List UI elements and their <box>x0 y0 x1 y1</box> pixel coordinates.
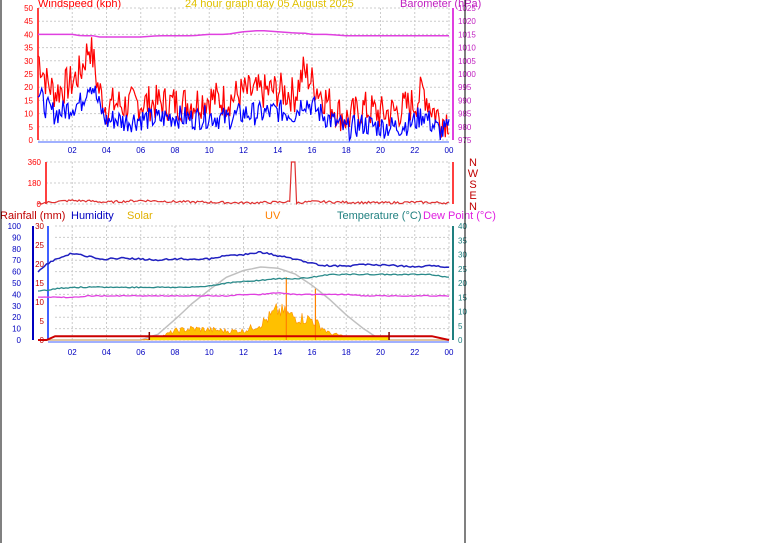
barometer-y-tick-label: 1005 <box>458 57 476 66</box>
humidity-y-tick-label: 30 <box>12 302 21 311</box>
temperature-y-tick-label: 35 <box>458 236 467 245</box>
dewpoint-line <box>38 292 450 299</box>
rain-y-tick-label: 25 <box>35 241 44 250</box>
compass-label: N <box>469 157 477 169</box>
wind-x-tick-label: 14 <box>273 146 282 155</box>
compass-label: S <box>469 179 476 191</box>
barometer-y-tick-label: 1025 <box>458 4 476 13</box>
barometer-y-tick-label: 1010 <box>458 44 476 53</box>
wind-barometer-panel: 0510152025303540455097598098599099510001… <box>24 4 476 155</box>
wind-y-tick-label: 45 <box>24 17 33 26</box>
windspeed-axis-title: Windspeed (kph) <box>38 0 122 10</box>
compass-label: N <box>469 201 477 213</box>
wind-gust-line <box>37 37 450 138</box>
wind-x-tick-label: 20 <box>376 146 385 155</box>
wind-y-tick-label: 25 <box>24 70 33 79</box>
humidity-line <box>37 251 450 273</box>
legend-dewpoint: Dew Point (°C) <box>423 210 496 222</box>
temperature-y-tick-label: 15 <box>458 293 467 302</box>
chart-title: 24 hour graph day 05 August 2025 <box>185 0 354 10</box>
solar-area <box>38 303 449 341</box>
wind-x-tick-label: 08 <box>171 146 180 155</box>
wind-y-tick-label: 35 <box>24 44 33 53</box>
rain-y-tick-label: 5 <box>40 317 45 326</box>
env-x-tick-label: 14 <box>273 348 282 357</box>
legend-humidity: Humidity <box>71 210 114 222</box>
wind-x-tick-label: 10 <box>205 146 214 155</box>
env-x-tick-label: 10 <box>205 348 214 357</box>
rain-y-tick-label: 15 <box>35 279 44 288</box>
env-x-tick-label: 18 <box>342 348 351 357</box>
wind-y-tick-label: 50 <box>24 4 33 13</box>
direction-y-tick-label: 0 <box>37 200 42 209</box>
wind-x-tick-label: 00 <box>445 146 454 155</box>
temperature-y-tick-label: 0 <box>458 336 463 345</box>
env-x-tick-label: 12 <box>239 348 248 357</box>
barometer-y-tick-label: 1020 <box>458 17 476 26</box>
wind-x-tick-label: 06 <box>136 146 145 155</box>
humidity-y-tick-label: 20 <box>12 313 21 322</box>
humidity-y-tick-label: 10 <box>12 325 21 334</box>
legend-solar: Solar <box>127 210 153 222</box>
temperature-y-tick-label: 40 <box>458 222 467 231</box>
temperature-line <box>37 273 449 292</box>
temperature-y-tick-label: 30 <box>458 251 467 260</box>
wind-y-tick-label: 20 <box>24 83 33 92</box>
env-x-tick-label: 22 <box>410 348 419 357</box>
env-x-tick-label: 16 <box>308 348 317 357</box>
wind-x-tick-label: 16 <box>308 146 317 155</box>
humidity-y-tick-label: 0 <box>17 336 22 345</box>
env-x-tick-label: 20 <box>376 348 385 357</box>
barometer-y-tick-label: 1000 <box>458 70 476 79</box>
wind-x-tick-label: 22 <box>410 146 419 155</box>
compass-label: E <box>469 190 476 202</box>
humidity-y-tick-label: 90 <box>12 233 21 242</box>
wind-x-tick-label: 04 <box>102 146 111 155</box>
rain-y-tick-label: 20 <box>35 260 44 269</box>
rainfall-line <box>38 335 450 341</box>
env-x-tick-label: 08 <box>171 348 180 357</box>
wind-y-tick-label: 5 <box>29 123 34 132</box>
barometer-y-tick-label: 1015 <box>458 30 476 39</box>
temperature-y-tick-label: 5 <box>458 322 463 331</box>
env-x-tick-label: 02 <box>68 348 77 357</box>
wind-x-tick-label: 12 <box>239 146 248 155</box>
wind-avg-line <box>37 85 450 143</box>
temperature-y-tick-label: 25 <box>458 265 467 274</box>
humidity-y-tick-label: 60 <box>12 268 21 277</box>
temperature-y-tick-label: 10 <box>458 308 467 317</box>
humidity-y-tick-label: 100 <box>8 222 22 231</box>
wind-y-tick-label: 40 <box>24 30 33 39</box>
wind-direction-line <box>37 161 450 206</box>
legend-rainfall: Rainfall (mm) <box>0 210 66 222</box>
direction-y-tick-label: 360 <box>28 158 42 167</box>
temperature-y-tick-label: 20 <box>458 279 467 288</box>
rain-y-tick-label: 30 <box>35 222 44 231</box>
env-x-tick-label: 04 <box>102 348 111 357</box>
humidity-y-tick-label: 40 <box>12 290 21 299</box>
solar-base-band <box>149 336 390 340</box>
barometer-line <box>38 29 449 38</box>
legend-uv: UV <box>265 210 281 222</box>
humidity-y-tick-label: 80 <box>12 245 21 254</box>
environment-panel: 0 10 20 30 40 50 60 70 80 90 10 00 5 10 15 20 25 30 0 5 10 15… <box>8 222 468 357</box>
wind-y-tick-label: 10 <box>24 110 33 119</box>
wind-y-tick-label: 15 <box>24 96 33 105</box>
direction-y-tick-label: 180 <box>28 179 42 188</box>
compass-label: W <box>468 168 479 180</box>
wind-y-tick-label: 30 <box>24 57 33 66</box>
legend-temperature: Temperature (°C) <box>337 210 422 222</box>
barometer-axis-title: Barometer (hPa) <box>400 0 482 10</box>
humidity-y-tick-label: 50 <box>12 279 21 288</box>
env-x-tick-label: 00 <box>445 348 454 357</box>
wind-y-tick-label: 0 <box>29 136 34 145</box>
rain-y-tick-label: 10 <box>35 298 44 307</box>
env-x-tick-label: 06 <box>136 348 145 357</box>
humidity-y-tick-label: 70 <box>12 256 21 265</box>
wind-x-tick-label: 18 <box>342 146 351 155</box>
wind-x-tick-label: 02 <box>68 146 77 155</box>
